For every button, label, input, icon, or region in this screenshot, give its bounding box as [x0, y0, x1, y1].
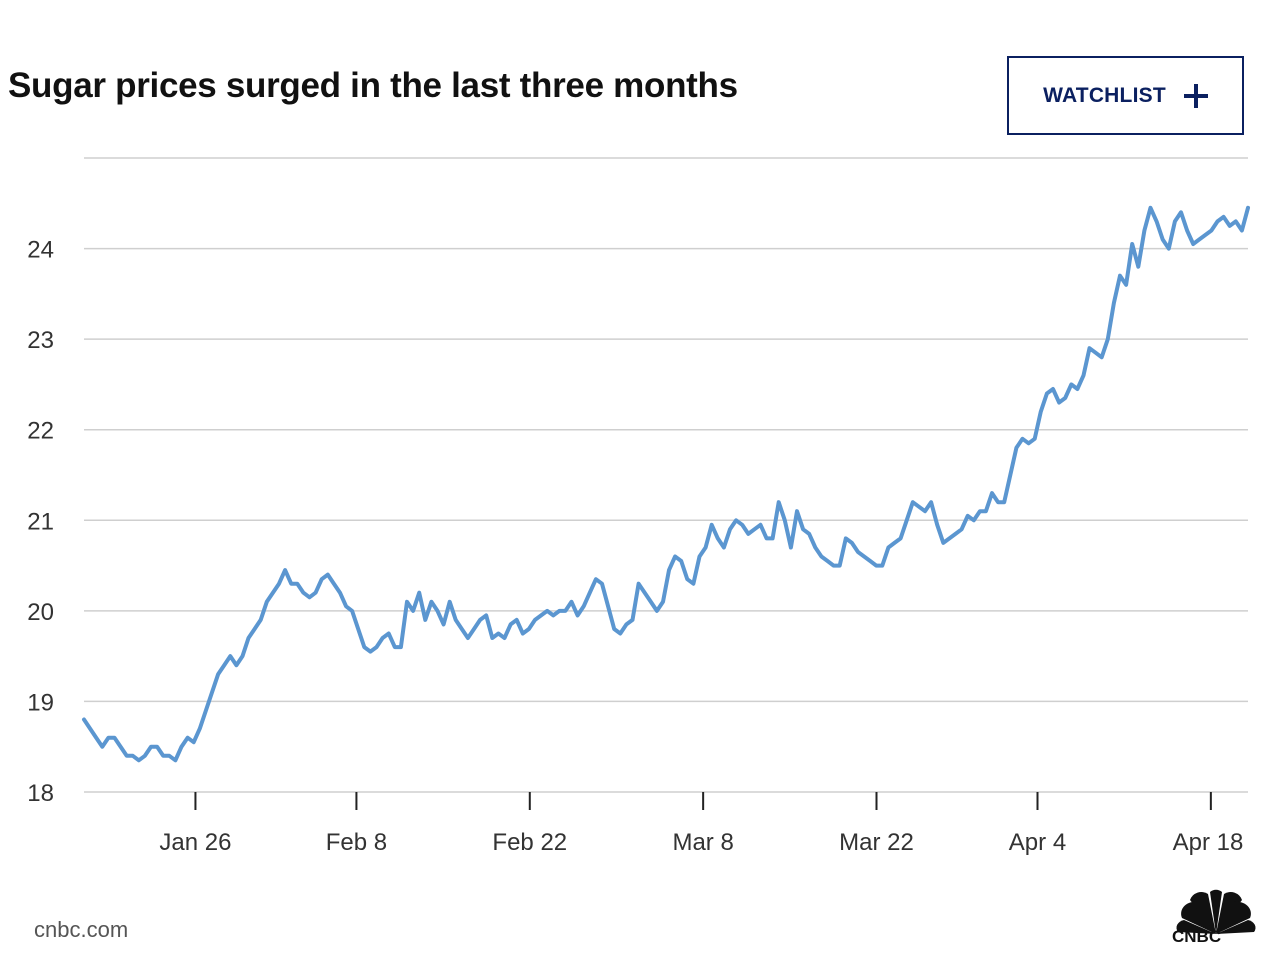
chart-title: Sugar prices surged in the last three mo… [8, 66, 738, 105]
series-layer [82, 205, 1250, 763]
logo-text: CNBC [1172, 927, 1222, 946]
x-tick-label: Apr 4 [1009, 829, 1066, 856]
y-tick-label: 22 [27, 418, 54, 445]
x-tick-label: Jan 26 [159, 829, 231, 856]
peacock-icon [1176, 889, 1256, 934]
y-tick-label: 18 [27, 780, 54, 807]
watchlist-button[interactable]: WATCHLIST [1007, 56, 1244, 135]
y-tick-label: 20 [27, 599, 54, 626]
y-tick-label: 21 [27, 508, 54, 535]
x-axis-ticks [194, 792, 1212, 810]
x-tick-label: Feb 22 [492, 829, 567, 856]
x-tick-label: Apr 18 [1173, 829, 1244, 856]
watchlist-label: WATCHLIST [1043, 83, 1166, 107]
plus-icon [1183, 83, 1208, 108]
y-axis-labels: 18 19 20 21 22 23 24 [27, 237, 54, 807]
series-line [82, 205, 1250, 763]
y-tick-label: 19 [27, 689, 54, 716]
grid-lines [84, 157, 1248, 793]
y-tick-label: 23 [27, 327, 54, 354]
x-axis-labels: Jan 26 Feb 8 Feb 22 Mar 8 Mar 22 Apr 4 Apr 18 [159, 829, 1243, 856]
x-tick-label: Feb 8 [326, 829, 387, 856]
y-tick-label: 24 [27, 237, 54, 264]
source-label: cnbc.com [34, 917, 129, 942]
x-tick-label: Mar 8 [672, 829, 733, 856]
x-tick-label: Mar 22 [839, 829, 914, 856]
